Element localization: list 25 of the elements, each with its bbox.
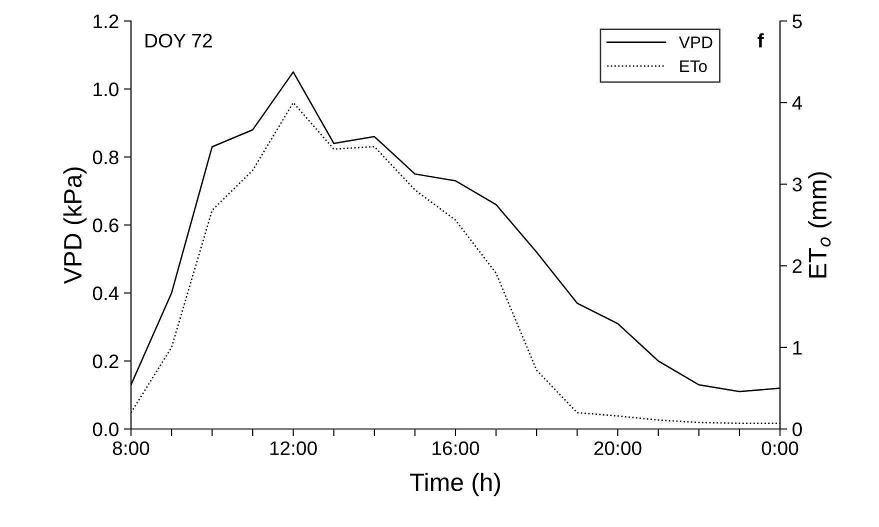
- y-tick-label: 1.2: [94, 14, 118, 28]
- y-tick-label: 0.8: [92, 150, 118, 164]
- y-tick-label: 0.0: [92, 422, 118, 436]
- annotation: DOY 72: [146, 34, 212, 48]
- x-tick-label: 8:00: [112, 441, 150, 456]
- x-tick-label: 12:00: [270, 441, 317, 456]
- x-tick-label: 16:00: [432, 441, 480, 456]
- y2-axis-title: ET$_{o}$ (mm): [808, 172, 832, 278]
- y-axis-title: VPD (kPa): [63, 168, 87, 284]
- y-tick-label: 1.0: [94, 82, 118, 96]
- annotation: f: [758, 33, 764, 48]
- y-tick-label: 0.4: [92, 286, 119, 300]
- x-tick-label: 20:00: [594, 441, 642, 456]
- x-tick-label: 0:00: [762, 441, 798, 456]
- y2-tick-label: 1: [793, 341, 802, 354]
- y2-tick-label: 2: [792, 259, 802, 273]
- legend-label: VPD: [678, 36, 712, 48]
- legend-label: ETo: [680, 60, 707, 72]
- y2-tick-label: 5: [792, 14, 802, 28]
- y2-tick-label: 0: [792, 422, 802, 436]
- x-axis-title: Time (h): [410, 472, 500, 496]
- y2-tick-label: 4: [792, 96, 802, 110]
- y-tick-label: 0.2: [92, 354, 118, 368]
- y-tick-label: 0.6: [92, 218, 118, 232]
- y2-tick-label: 3: [792, 178, 802, 192]
